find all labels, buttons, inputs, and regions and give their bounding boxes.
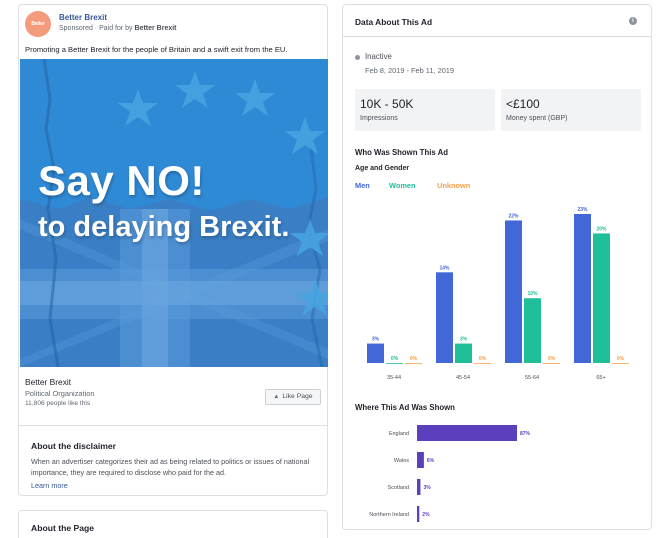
legend-men[interactable]: Men	[355, 181, 370, 190]
data-panel-header: Data About This Ad i	[343, 5, 651, 37]
date-range: Feb 8, 2019 - Feb 11, 2019	[365, 66, 455, 75]
region-bar-scotland[interactable]	[417, 479, 421, 495]
age-bar-unknown-65+[interactable]	[612, 363, 629, 364]
age-bar-label: 3%	[372, 337, 380, 343]
age-bar-unknown-55-64[interactable]	[543, 363, 560, 364]
about-page-title: About the Page	[31, 523, 95, 533]
age-bar-label: 0%	[410, 356, 418, 362]
region-label: Scotland	[388, 485, 409, 491]
page-name-link[interactable]: Better Brexit	[59, 13, 108, 22]
age-bar-women-55-64[interactable]	[524, 298, 541, 363]
region-value-label: 87%	[520, 431, 531, 437]
page-info-likes: 11,806 people like this	[25, 400, 91, 407]
age-bar-unknown-35-44[interactable]	[405, 363, 422, 364]
creative-headline-1: Say NO!	[38, 157, 205, 204]
ad-creative-image[interactable]: Say NO! to delaying Brexit.	[20, 59, 328, 367]
age-tick-label: 35-44	[387, 375, 401, 381]
age-bar-label: 0%	[479, 356, 487, 362]
region-value-label: 6%	[427, 458, 435, 464]
age-bar-label: 0%	[617, 356, 625, 362]
region-label: England	[389, 431, 409, 437]
age-bar-label: 10%	[527, 291, 538, 297]
age-tick-label: 65+	[596, 375, 605, 381]
impressions-label: Impressions	[360, 115, 398, 122]
age-bar-label: 14%	[439, 265, 450, 271]
thumbs-up-icon: ▲	[273, 394, 280, 400]
ad-card: Better Brexit Better Brexit Sponsored · …	[18, 4, 328, 496]
age-gender-title: Age and Gender	[355, 165, 410, 172]
age-tick-label: 55-64	[525, 375, 539, 381]
age-bar-men-55-64[interactable]	[505, 220, 522, 363]
creative-headline-2: to delaying Brexit.	[38, 211, 290, 243]
age-bar-men-45-54[interactable]	[436, 272, 453, 363]
status-dot-icon	[355, 55, 360, 60]
page-logo[interactable]: Better Brexit	[25, 11, 51, 37]
region-bar-wales[interactable]	[417, 452, 424, 468]
legend-unknown[interactable]: Unknown	[437, 181, 471, 190]
age-tick-label: 45-54	[456, 375, 470, 381]
info-icon[interactable]: i	[629, 17, 637, 25]
spend-value: <£100	[506, 97, 540, 111]
region-bar-northern-ireland[interactable]	[417, 506, 420, 522]
data-about-ad-card: Data About This Ad i Inactive Feb 8, 201…	[342, 4, 652, 530]
age-bar-label: 23%	[577, 207, 588, 213]
ad-header: Better Brexit Better Brexit Sponsored · …	[25, 11, 323, 41]
page-info: Better Brexit Political Organization 11,…	[25, 377, 94, 407]
age-bar-women-45-54[interactable]	[455, 343, 472, 363]
region-label: Northern Ireland	[369, 512, 409, 518]
sponsored-line: Sponsored · Paid for by Better Brexit	[59, 25, 177, 32]
impressions-value: 10K - 50K	[360, 97, 414, 111]
age-bar-label: 3%	[460, 337, 468, 343]
who-shown-title: Who Was Shown This Ad	[355, 148, 448, 157]
data-panel-title: Data About This Ad	[355, 17, 433, 27]
age-bar-label: 0%	[391, 356, 399, 362]
age-bar-unknown-45-54[interactable]	[474, 363, 491, 364]
age-bar-label: 20%	[596, 226, 607, 232]
status-text: Inactive	[365, 52, 392, 61]
age-bar-label: 22%	[508, 213, 519, 219]
spend-metric: <£100 Money spent (GBP)	[501, 89, 641, 131]
like-page-button[interactable]: ▲ Like Page	[265, 389, 321, 405]
region-value-label: 2%	[422, 512, 430, 518]
paid-for-name: Better Brexit	[134, 25, 177, 32]
page-info-category: Political Organization	[25, 389, 95, 398]
region-label: Wales	[394, 458, 409, 464]
age-gender-chart: 3% 0% 0% 35-44 14% 3% 0% 45-54 22% 10% 0% 55-64 23% 2…	[367, 207, 629, 381]
about-page-card: About the Page	[18, 510, 328, 538]
spend-label: Money spent (GBP)	[506, 115, 568, 122]
impressions-metric: 10K - 50K Impressions	[355, 89, 495, 131]
legend-women[interactable]: Women	[389, 181, 416, 190]
age-bar-women-35-44[interactable]	[386, 363, 403, 364]
sponsored-label: Sponsored	[59, 25, 93, 32]
region-chart: England 87% Wales 6% Scotland 3% Northern Irel…	[369, 425, 531, 522]
region-value-label: 3%	[423, 485, 431, 491]
age-bar-men-65+[interactable]	[574, 214, 591, 363]
union-flag-background	[20, 59, 328, 367]
page-info-name[interactable]: Better Brexit	[25, 377, 72, 387]
age-bar-men-35-44[interactable]	[367, 343, 384, 363]
region-bar-england[interactable]	[417, 425, 517, 441]
where-shown-title: Where This Ad Was Shown	[355, 403, 455, 412]
logo-text: Better Brexit	[31, 21, 45, 27]
disclaimer-title: About the disclaimer	[31, 441, 116, 451]
like-page-label: Like Page	[282, 393, 313, 400]
disclaimer-body: When an advertiser categorizes their ad …	[31, 457, 310, 477]
learn-more-link[interactable]: Learn more	[31, 481, 68, 490]
age-bar-label: 0%	[548, 356, 556, 362]
age-bar-women-65+[interactable]	[593, 233, 610, 363]
ad-body-text: Promoting a Better Brexit for the people…	[25, 45, 288, 54]
paid-for-prefix: · Paid for by	[92, 25, 135, 32]
divider	[19, 425, 327, 426]
